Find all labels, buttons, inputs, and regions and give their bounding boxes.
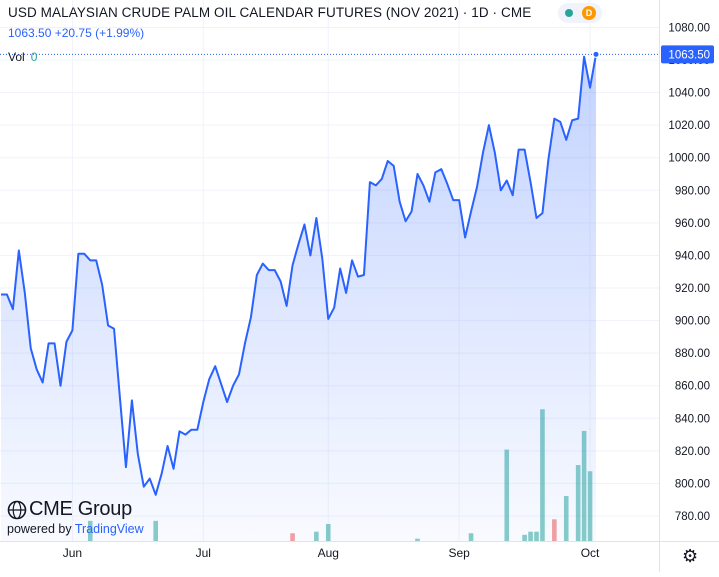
last-price-label-bg [661, 45, 714, 64]
y-tick-label: 960.00 [675, 218, 710, 230]
y-tick-label: 1040.00 [668, 88, 710, 100]
market-open-icon [565, 9, 573, 17]
price-line [1, 54, 597, 496]
y-tick-label: 780.00 [675, 511, 710, 523]
y-tick-label: 1020.00 [668, 120, 710, 132]
y-tick-label: 1080.00 [668, 22, 710, 34]
cme-globe-icon [7, 500, 27, 519]
y-tick-label: 800.00 [675, 478, 710, 490]
price-area [1, 54, 596, 541]
y-tick-label: 880.00 [675, 348, 710, 360]
powered-by-label: powered by [7, 522, 72, 536]
x-tick-label: Aug [318, 546, 339, 560]
volume-legend: Vol 0 [8, 50, 37, 64]
y-tick-label: 920.00 [675, 283, 710, 295]
y-tick-label: 840.00 [675, 413, 710, 425]
y-tick-label: 980.00 [675, 185, 710, 197]
x-tick-label: Oct [581, 546, 600, 560]
price-quote: 1063.50 +20.75 (+1.99%) [8, 26, 145, 40]
chart-title: USD MALAYSIAN CRUDE PALM OIL CALENDAR FU… [8, 5, 532, 20]
market-status-badge[interactable]: D [558, 3, 602, 23]
y-tick-label: 1000.00 [668, 153, 710, 165]
x-tick-label: Jun [63, 546, 82, 560]
cme-logo-text: CME Group [29, 498, 132, 520]
volume-value: 0 [30, 50, 38, 64]
last-price-marker [592, 50, 600, 58]
last-price-label: 1063.50 [668, 49, 710, 61]
powered-by[interactable]: powered by TradingView [7, 522, 144, 536]
y-tick-label: 940.00 [675, 250, 710, 262]
settings-gear-icon[interactable]: ⚙ [682, 546, 699, 566]
volume-label: Vol [8, 50, 25, 64]
delayed-data-badge[interactable]: D [582, 6, 596, 20]
y-tick-label: 900.00 [675, 316, 710, 328]
y-tick-label: 820.00 [675, 446, 710, 458]
y-tick-label: 860.00 [675, 381, 710, 393]
x-tick-label: Sep [448, 546, 470, 560]
cme-logo[interactable]: CME Group powered by TradingView [7, 498, 144, 536]
tradingview-link[interactable]: TradingView [74, 522, 144, 536]
x-tick-label: Jul [196, 546, 211, 560]
